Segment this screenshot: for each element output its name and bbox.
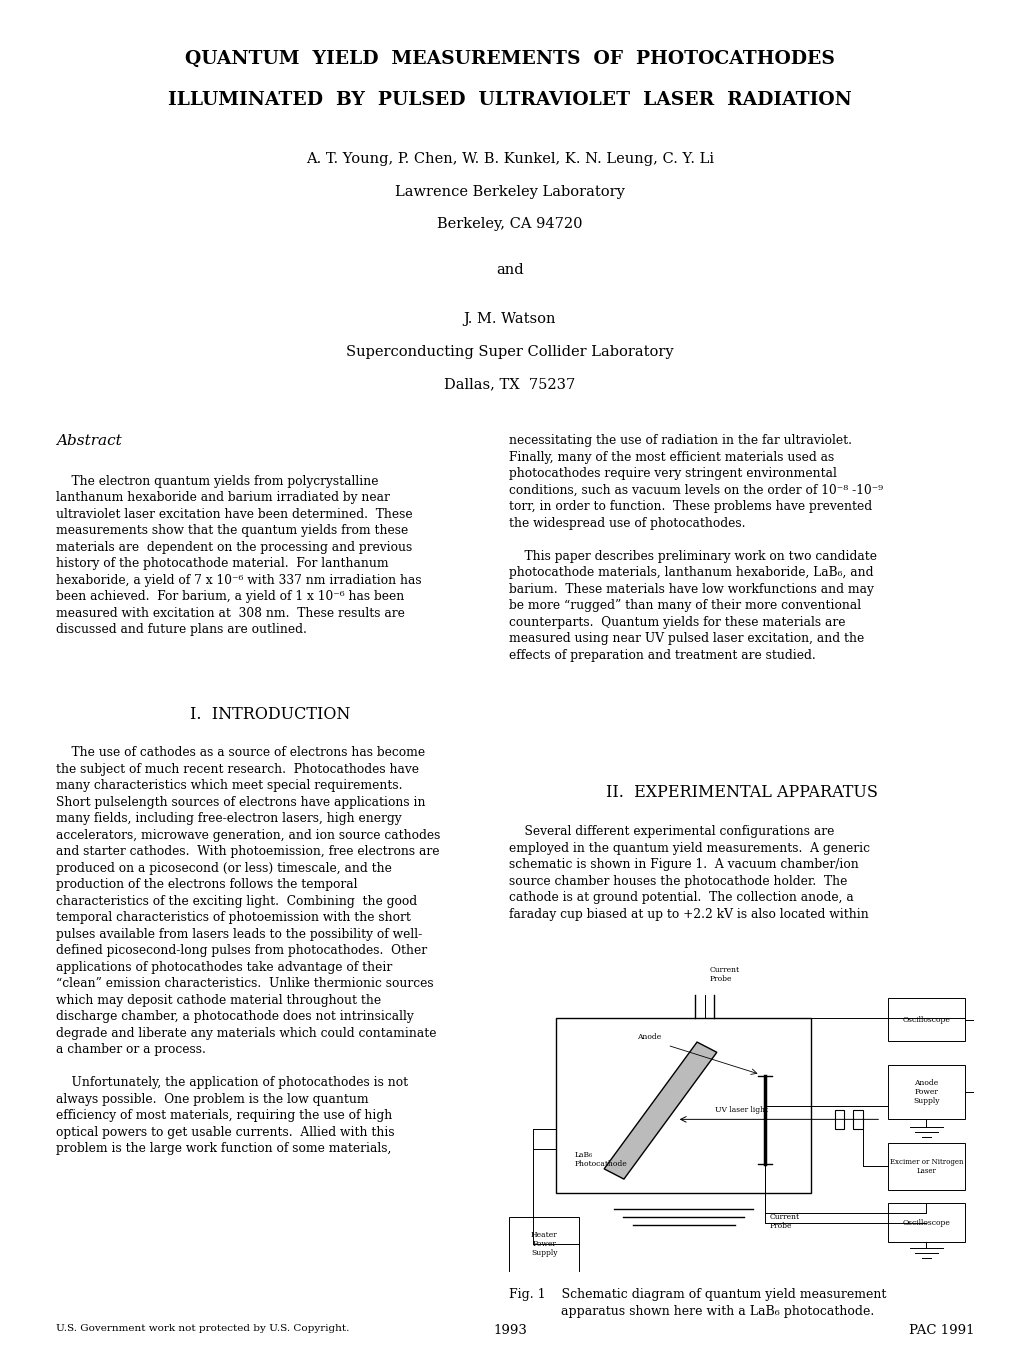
Text: LaB₆
Photocathode: LaB₆ Photocathode xyxy=(574,1151,627,1168)
Text: Superconducting Super Collider Laboratory: Superconducting Super Collider Laborator… xyxy=(345,345,674,358)
Bar xyxy=(834,1110,843,1129)
Text: J. M. Watson: J. M. Watson xyxy=(464,312,555,326)
Bar xyxy=(888,1204,964,1242)
Text: Current
Probe: Current Probe xyxy=(708,966,739,982)
Bar xyxy=(510,1217,579,1272)
Text: PAC 1991: PAC 1991 xyxy=(908,1324,973,1338)
Text: A. T. Young, P. Chen, W. B. Kunkel, K. N. Leung, C. Y. Li: A. T. Young, P. Chen, W. B. Kunkel, K. N… xyxy=(306,152,713,166)
Text: Several different experimental configurations are
employed in the quantum yield : Several different experimental configura… xyxy=(510,825,869,920)
Text: The use of cathodes as a source of electrons has become
the subject of much rece: The use of cathodes as a source of elect… xyxy=(56,746,440,1155)
Text: Oscilloscope: Oscilloscope xyxy=(902,1219,950,1227)
Text: ILLUMINATED  BY  PULSED  ULTRAVIOLET  LASER  RADIATION: ILLUMINATED BY PULSED ULTRAVIOLET LASER … xyxy=(168,91,851,109)
Bar xyxy=(888,999,964,1041)
Text: The electron quantum yields from polycrystalline
lanthanum hexaboride and barium: The electron quantum yields from polycry… xyxy=(56,475,421,636)
Polygon shape xyxy=(603,1042,716,1179)
Text: Oscilloscope: Oscilloscope xyxy=(902,1016,950,1025)
Text: QUANTUM  YIELD  MEASUREMENTS  OF  PHOTOCATHODES: QUANTUM YIELD MEASUREMENTS OF PHOTOCATHO… xyxy=(184,50,835,68)
Text: UV laser light: UV laser light xyxy=(714,1106,767,1114)
Text: Berkeley, CA 94720: Berkeley, CA 94720 xyxy=(437,217,582,231)
Bar xyxy=(853,1110,862,1129)
Text: I.  INTRODUCTION: I. INTRODUCTION xyxy=(190,706,350,723)
Bar xyxy=(555,1018,811,1194)
Text: Excimer or Nitrogen
Laser: Excimer or Nitrogen Laser xyxy=(889,1158,962,1175)
Text: Fig. 1    Schematic diagram of quantum yield measurement
             apparatus : Fig. 1 Schematic diagram of quantum yiel… xyxy=(510,1288,886,1318)
Text: II.  EXPERIMENTAL APPARATUS: II. EXPERIMENTAL APPARATUS xyxy=(605,784,877,802)
Text: Lawrence Berkeley Laboratory: Lawrence Berkeley Laboratory xyxy=(394,185,625,198)
Text: Heater
Power
Supply: Heater Power Supply xyxy=(531,1231,557,1258)
Text: U.S. Government work not protected by U.S. Copyright.: U.S. Government work not protected by U.… xyxy=(56,1324,350,1334)
Text: 1993: 1993 xyxy=(492,1324,527,1338)
Bar xyxy=(888,1065,964,1120)
Text: Abstract: Abstract xyxy=(56,434,121,448)
Text: and: and xyxy=(495,263,524,277)
Text: necessitating the use of radiation in the far ultraviolet.
Finally, many of the : necessitating the use of radiation in th… xyxy=(510,434,882,662)
Bar xyxy=(888,1143,964,1190)
Text: Anode: Anode xyxy=(637,1033,661,1041)
Text: Current
Probe: Current Probe xyxy=(769,1213,799,1231)
Text: Anode
Power
Supply: Anode Power Supply xyxy=(912,1079,938,1105)
Text: Dallas, TX  75237: Dallas, TX 75237 xyxy=(444,377,575,391)
